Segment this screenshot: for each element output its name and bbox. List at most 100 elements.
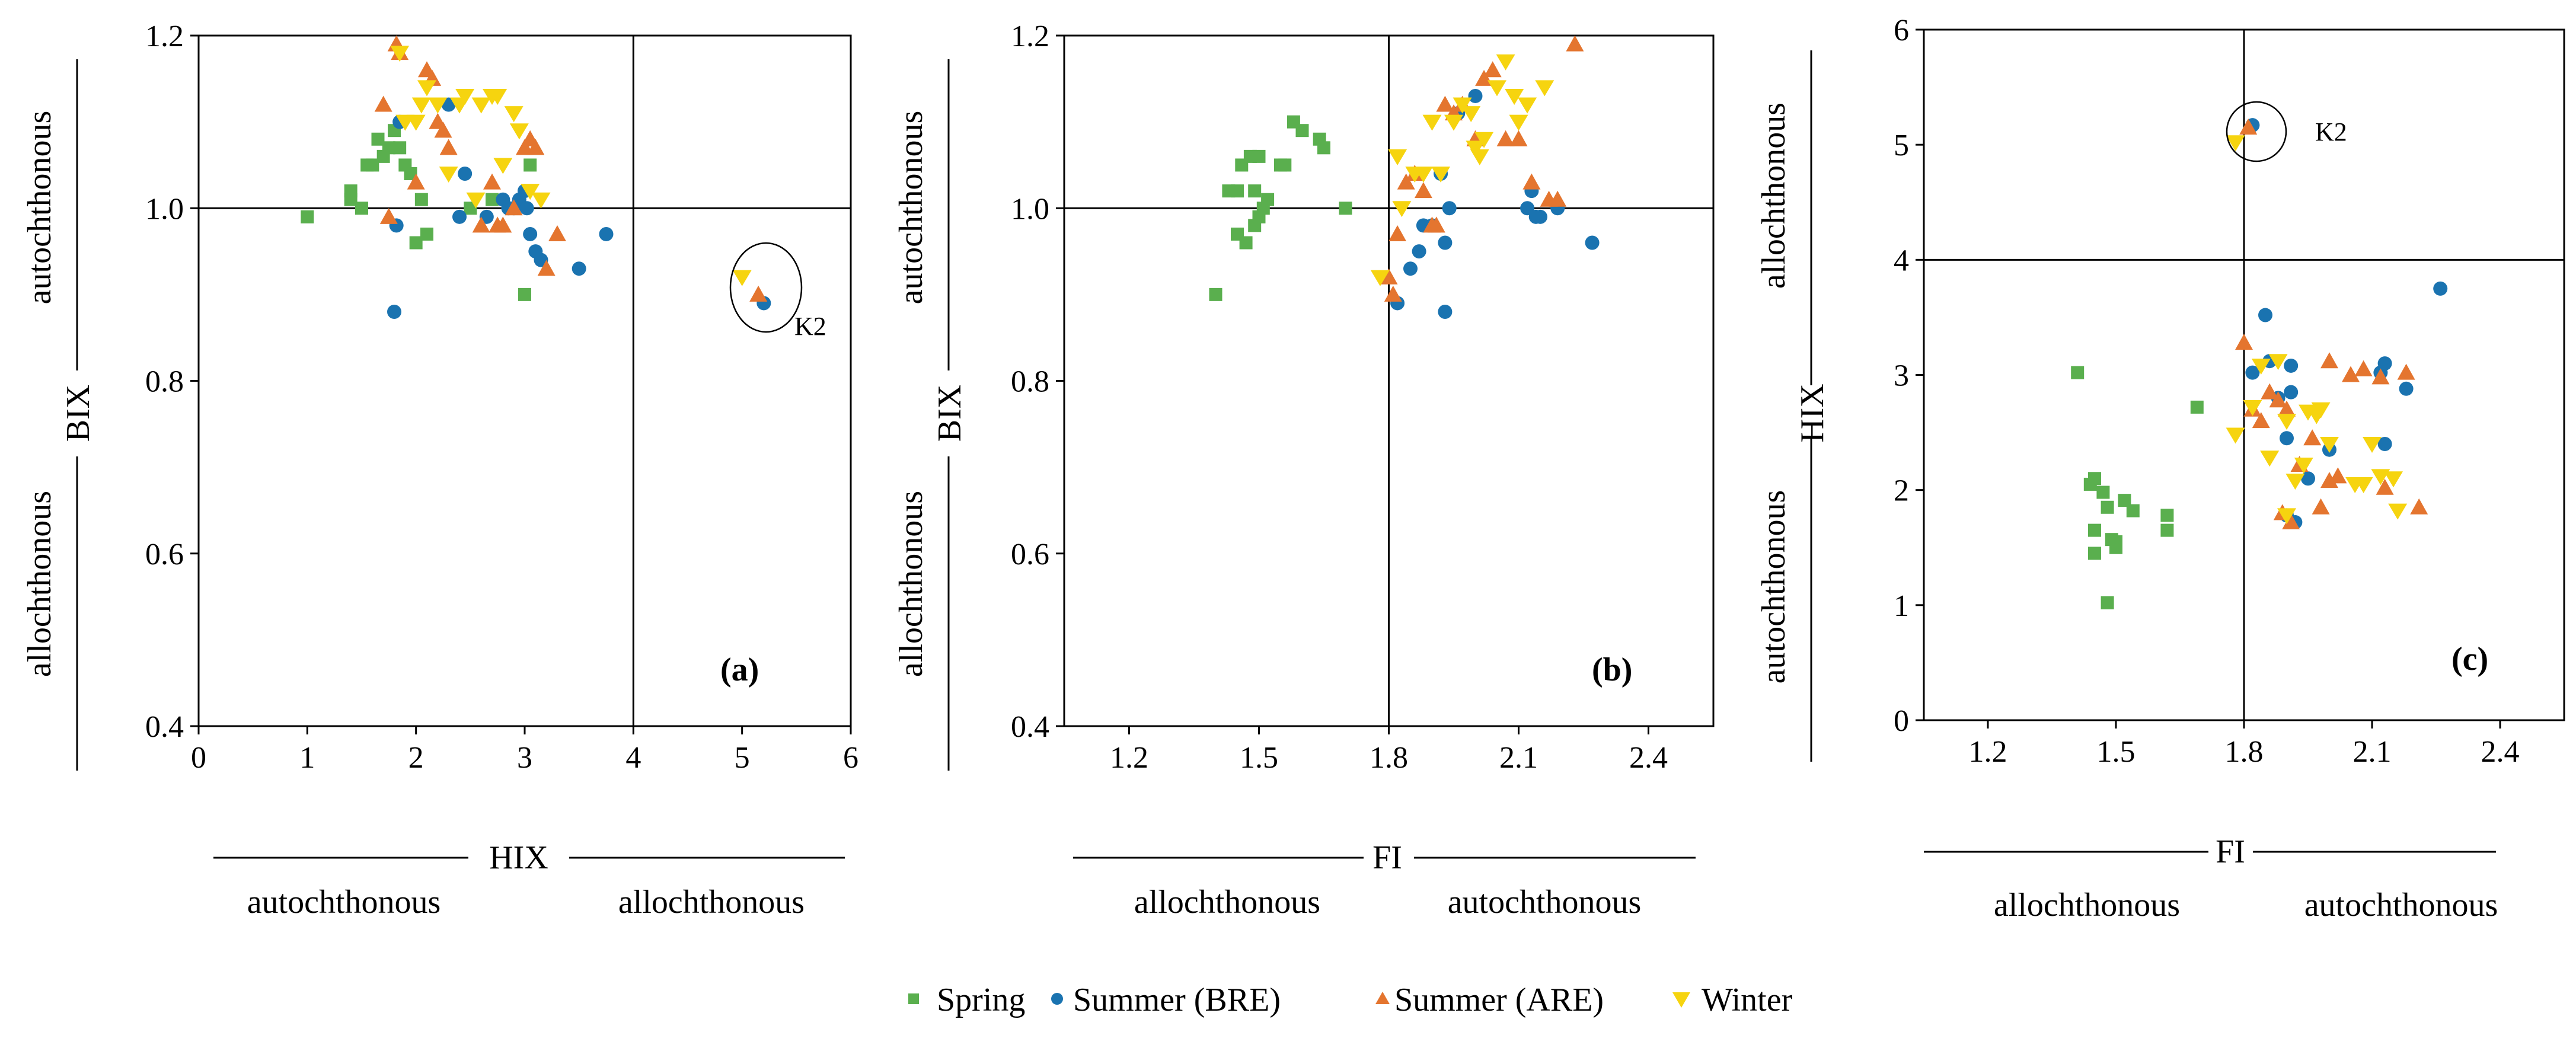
point-summer-bre — [1438, 235, 1453, 250]
point-summer-are — [2303, 429, 2322, 446]
point-winter — [2354, 477, 2373, 493]
point-spring — [1248, 184, 1262, 198]
y-region-high-b: autochthonous — [893, 111, 930, 305]
x-tick-label: 5 — [735, 741, 750, 775]
point-winter — [2294, 457, 2313, 474]
point-winter — [1496, 54, 1515, 71]
point-winter — [1509, 114, 1528, 131]
x-tick-label: 2.4 — [2481, 735, 2520, 769]
point-summer-bre — [519, 201, 534, 216]
point-spring — [2101, 596, 2114, 609]
legend-marker-summer-bre — [1051, 993, 1063, 1005]
point-summer-bre — [2377, 437, 2392, 451]
panel-label-c: (c) — [2451, 641, 2488, 678]
y-tick-label: 1.2 — [145, 20, 184, 53]
point-spring — [2126, 504, 2140, 517]
point-winter — [531, 192, 551, 209]
panel-a: 0 1 2 3 4 5 6 0.4 0.6 0.8 1.0 1.2 K2 (a) BIX autoc… — [21, 20, 858, 921]
point-summer-bre — [1438, 305, 1453, 319]
point-spring — [371, 132, 385, 146]
point-spring — [2190, 400, 2204, 414]
point-summer-are — [1388, 225, 1407, 241]
point-spring — [2088, 547, 2101, 560]
point-winter — [1453, 97, 1472, 114]
x-tick-label: 1.5 — [1240, 741, 1278, 775]
point-summer-are — [2397, 363, 2415, 380]
point-spring — [486, 193, 499, 206]
point-summer-are — [1496, 130, 1515, 146]
point-summer-are — [2329, 467, 2347, 484]
point-spring — [344, 193, 357, 206]
x-tick-label: 2.4 — [1629, 741, 1668, 775]
y-tick-label: 1 — [1894, 589, 1909, 623]
point-winter — [1535, 80, 1554, 97]
point-winter — [2388, 503, 2408, 520]
point-spring — [1339, 202, 1352, 215]
point-spring — [366, 158, 379, 172]
point-summer-bre — [523, 226, 538, 241]
point-summer-bre — [452, 209, 467, 224]
point-spring — [1231, 184, 1244, 198]
y-tick-label: 0.8 — [145, 365, 184, 399]
point-summer-are — [2269, 391, 2287, 408]
point-summer-are — [472, 216, 490, 233]
y-region-low-a: allochthonous — [21, 491, 58, 677]
point-spring — [393, 141, 407, 155]
point-spring — [2088, 472, 2101, 485]
point-spring — [420, 227, 433, 241]
x-tick-label: 2.1 — [1499, 741, 1538, 775]
point-spring — [404, 167, 417, 180]
point-winter — [2363, 437, 2382, 453]
legend-item-summer-bre: Summer (BRE) — [1051, 982, 1281, 1018]
legend-label-winter: Winter — [1702, 982, 1793, 1018]
point-spring — [2160, 509, 2174, 522]
point-summer-are — [2342, 366, 2360, 382]
point-summer-bre — [1520, 201, 1535, 216]
k2-label-c: K2 — [2315, 117, 2347, 146]
point-winter — [1422, 114, 1442, 131]
x-axis-title-c: FI — [2216, 833, 2245, 870]
point-summer-are — [1483, 61, 1502, 78]
x-tick-label: 0 — [191, 741, 206, 775]
legend-label-summer-are: Summer (ARE) — [1394, 982, 1604, 1018]
point-winter — [2311, 402, 2331, 418]
x-region-high-c: autochthonous — [2304, 887, 2498, 924]
point-summer-are — [494, 216, 512, 233]
point-winter — [390, 46, 410, 62]
x-region-low-c: allochthonous — [1994, 887, 2180, 924]
point-summer-are — [439, 139, 458, 155]
point-summer-bre — [2433, 281, 2448, 296]
point-winter — [2243, 400, 2262, 416]
legend-marker-summer-are — [1375, 992, 1390, 1004]
k2-circle-a — [729, 242, 803, 333]
point-winter — [1487, 80, 1506, 97]
point-summer-are — [2320, 472, 2338, 488]
point-summer-are — [2235, 334, 2253, 350]
point-spring — [1295, 124, 1309, 138]
point-summer-bre — [1468, 88, 1483, 103]
y-tick-label: 0.4 — [1011, 710, 1049, 744]
legend-item-summer-are: Summer (ARE) — [1375, 982, 1604, 1018]
points-b — [1209, 35, 1600, 319]
panel-c: 1.2 1.5 1.8 2.1 2.4 0 1 2 3 4 5 6 K2 (c) HIX alloc… — [1755, 14, 2565, 924]
point-summer-bre — [1412, 244, 1426, 259]
legend-item-winter: Winter — [1672, 982, 1793, 1018]
point-winter — [2260, 450, 2280, 467]
point-winter — [417, 80, 436, 97]
point-summer-bre — [599, 226, 614, 241]
point-summer-bre — [458, 167, 473, 181]
legend-label-summer-bre: Summer (BRE) — [1073, 982, 1281, 1018]
panel-label-a: (a) — [720, 651, 759, 688]
point-spring — [1278, 158, 1292, 172]
point-spring — [382, 141, 395, 155]
point-winter — [521, 184, 540, 200]
point-winter — [2320, 437, 2339, 453]
point-summer-bre — [572, 261, 586, 276]
point-summer-are — [2252, 412, 2270, 429]
point-summer-are — [1566, 35, 1584, 52]
point-summer-are — [2376, 478, 2394, 495]
point-summer-bre — [2284, 358, 2299, 373]
x-tick-label: 1.2 — [1969, 735, 2007, 769]
point-winter — [2226, 135, 2245, 152]
